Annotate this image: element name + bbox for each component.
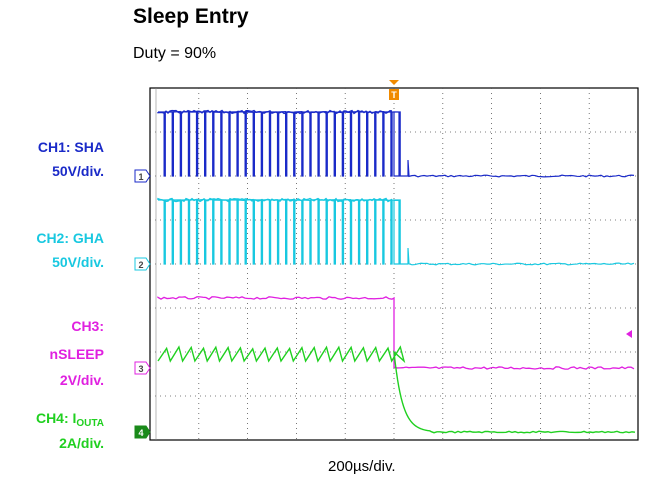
series-1-high-band: [157, 109, 393, 115]
ch3-name2: nSLEEP: [49, 346, 104, 362]
channel-2-marker: [134, 257, 151, 271]
series-3-trace: [157, 296, 635, 370]
ch1-label: CH1: SHA 50V/div.: [4, 139, 104, 179]
ch2-name: CH2: GHA: [36, 230, 104, 246]
channel-4-marker: [134, 425, 151, 439]
ch4-name: CH4: IOUTA: [4, 410, 104, 429]
channel-4-marker-label: 4: [138, 428, 143, 438]
ch2-scale: 50V/div.: [52, 254, 104, 270]
ch4-scale: 2A/div.: [59, 435, 104, 451]
series-2-high-band: [157, 197, 393, 203]
trigger-marker: [389, 89, 399, 100]
chart-subtitle: Duty = 90%: [133, 45, 217, 62]
series-4-trace: [157, 345, 636, 434]
ch4-name-main: CH4: I: [35, 410, 77, 426]
ch2-label: CH2: GHA 50V/div.: [4, 230, 104, 270]
channel-2-marker-label: 2: [138, 260, 143, 270]
ch1-scale: 50V/div.: [52, 163, 104, 179]
ch3-scale: 2V/div.: [59, 372, 104, 388]
channel-3-marker-label: 3: [138, 364, 143, 374]
channel-1-marker-label: 1: [138, 172, 143, 182]
channel-3-marker: [134, 361, 151, 375]
ch1-name: CH1: SHA: [37, 139, 104, 155]
ch4-label: CH4: IOUTA 2A/div.: [4, 410, 104, 451]
trigger-label: T: [391, 90, 397, 100]
ch3-label: CH3: nSLEEP 2V/div.: [4, 318, 104, 388]
ch3-name: CH3:: [71, 318, 104, 334]
ch4-name-sub: OUTA: [76, 418, 104, 429]
trigger-arrow-icon: [389, 80, 399, 85]
timebase-label: 200µs/div.: [328, 458, 396, 475]
chart-title: Sleep Entry: [133, 5, 249, 28]
ch3-level-arrow-icon: [626, 330, 632, 338]
channel-1-marker: [134, 169, 151, 183]
